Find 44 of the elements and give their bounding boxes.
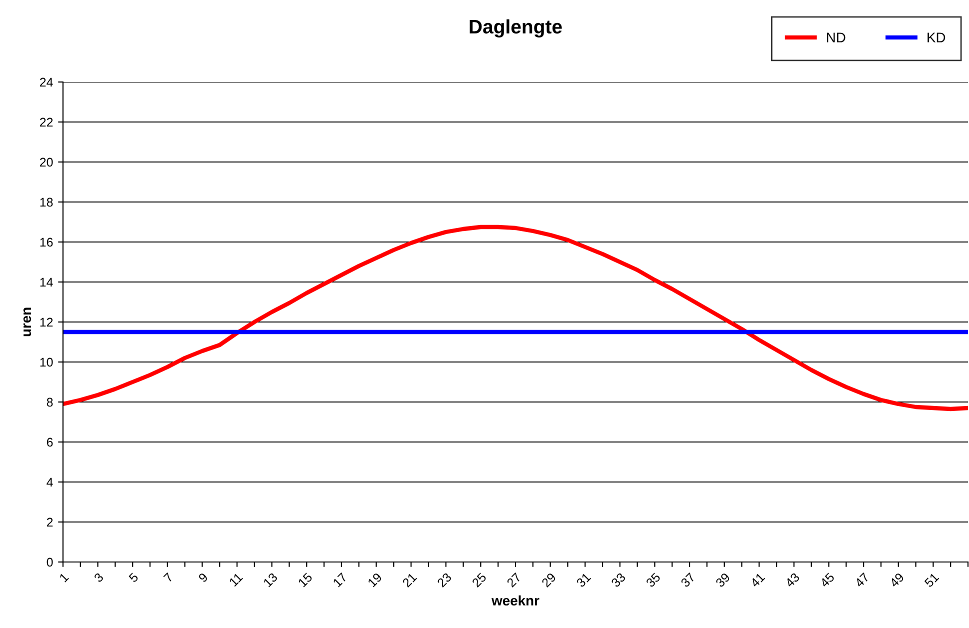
y-tick-label: 2 xyxy=(46,518,53,527)
x-tick-label: 3 xyxy=(93,572,104,583)
x-tick-label: 7 xyxy=(163,572,174,583)
x-tick-label: 35 xyxy=(645,572,661,588)
x-tick-label: 25 xyxy=(472,572,487,588)
y-tick-label: 18 xyxy=(40,198,53,207)
y-tick-label: 6 xyxy=(46,438,53,447)
x-tick-label: 11 xyxy=(228,572,244,587)
x-tick-label: 39 xyxy=(715,572,730,588)
x-axis-title: weeknr xyxy=(492,595,540,606)
x-tick-label: 17 xyxy=(332,572,348,588)
y-tick-label: 12 xyxy=(40,318,53,327)
y-tick-label: 4 xyxy=(46,478,53,487)
x-tick-label: 23 xyxy=(436,572,452,588)
y-tick-label: 22 xyxy=(40,118,53,127)
chart-title: Daglengte xyxy=(470,19,562,38)
y-tick-label: 24 xyxy=(40,78,53,87)
y-tick-label: 16 xyxy=(40,238,53,247)
x-tick-label: 37 xyxy=(680,572,696,588)
x-tick-label: 29 xyxy=(541,572,556,588)
x-tick-label: 13 xyxy=(262,572,278,588)
x-tick-label: 1 xyxy=(59,572,69,582)
y-tick-label: 8 xyxy=(46,398,53,407)
x-tick-label: 51 xyxy=(924,572,940,588)
x-tick-label: 27 xyxy=(506,572,522,588)
y-tick-label: 0 xyxy=(46,558,53,567)
x-tick-label: 19 xyxy=(367,572,382,588)
x-tick-label: 21 xyxy=(402,572,418,588)
x-tick-label: 43 xyxy=(784,572,800,588)
x-tick-label: 33 xyxy=(610,572,626,588)
x-tick-label: 47 xyxy=(854,572,870,588)
legend-label: ND xyxy=(827,32,846,42)
x-tick-label: 5 xyxy=(128,572,139,583)
x-tick-label: 15 xyxy=(298,572,313,588)
legend-label: KD xyxy=(928,32,946,42)
x-tick-label: 45 xyxy=(819,572,835,588)
y-tick-label: 10 xyxy=(40,358,53,367)
y-axis-title: uren xyxy=(23,308,32,336)
y-tick-label: 14 xyxy=(40,278,53,287)
y-tick-label: 20 xyxy=(40,158,53,167)
x-tick-label: 9 xyxy=(198,572,208,583)
x-tick-label: 49 xyxy=(888,572,904,588)
x-tick-label: 41 xyxy=(750,572,766,588)
x-tick-label: 31 xyxy=(576,572,592,588)
